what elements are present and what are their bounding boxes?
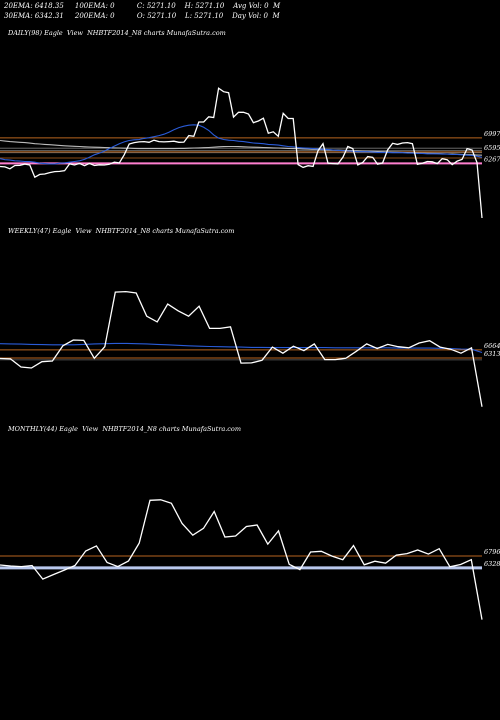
weekly-level-label-6313: 6313 bbox=[484, 350, 500, 358]
header-line-1: 20EMA: 6418.35 100EMA: 0 C: 5271.10 H: 5… bbox=[4, 2, 281, 10]
monthly-price-line bbox=[0, 499, 483, 620]
daily-level-label-6997: 6997 bbox=[484, 130, 500, 138]
daily-level-label-6595: 6595 bbox=[484, 144, 500, 152]
monthly-chart-title: MONTHLY(44) Eagle View NHBTF2014_N8 char… bbox=[8, 425, 242, 433]
weekly-price-line bbox=[0, 290, 483, 407]
daily-level-label-6267: 6267 bbox=[484, 155, 500, 163]
daily-price-line bbox=[0, 87, 483, 219]
daily-ema-line-1 bbox=[0, 124, 483, 165]
monthly-level-label-6796: 6796 bbox=[484, 548, 500, 556]
weekly-level-label-6664: 6664 bbox=[484, 342, 500, 350]
weekly-ema-line-1 bbox=[0, 342, 483, 354]
monthly-level-label-6328: 6328 bbox=[484, 560, 500, 568]
daily-chart-title: DAILY(98) Eagle View NHBTF2014_N8 charts… bbox=[8, 29, 226, 37]
header-line-2: 30EMA: 6342.31 200EMA: 0 O: 5271.10 L: 5… bbox=[4, 12, 280, 20]
weekly-chart-title: WEEKLY(47) Eagle View NHBTF2014_N8 chart… bbox=[8, 227, 235, 235]
